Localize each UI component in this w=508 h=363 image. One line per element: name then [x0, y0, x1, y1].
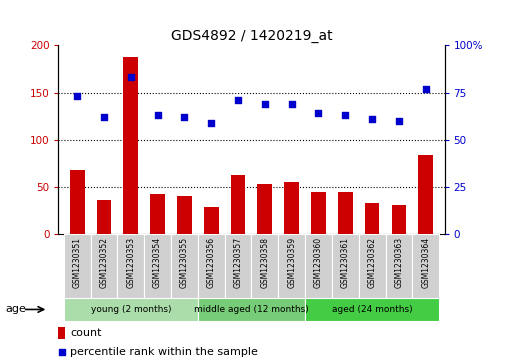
Bar — [64, 298, 198, 321]
Point — [395, 118, 403, 124]
Bar — [198, 234, 225, 298]
Text: GSM1230362: GSM1230362 — [368, 237, 376, 288]
Text: count: count — [70, 328, 102, 338]
Bar — [392, 205, 406, 234]
Text: GSM1230360: GSM1230360 — [314, 237, 323, 289]
Text: GSM1230354: GSM1230354 — [153, 237, 162, 289]
Bar — [144, 234, 171, 298]
Bar — [284, 182, 299, 234]
Point — [207, 120, 215, 126]
Text: GSM1230359: GSM1230359 — [287, 237, 296, 289]
Point — [279, 272, 287, 278]
Text: young (2 months): young (2 months) — [90, 305, 171, 314]
Bar — [365, 203, 379, 234]
Bar — [359, 234, 386, 298]
Bar — [90, 234, 117, 298]
Bar — [177, 196, 192, 234]
Point — [100, 114, 108, 120]
Bar — [123, 57, 138, 234]
Point — [180, 114, 188, 120]
Point — [368, 116, 376, 122]
Bar — [70, 170, 84, 234]
Bar — [225, 234, 251, 298]
Bar — [386, 234, 412, 298]
Point — [261, 101, 269, 107]
Bar — [117, 234, 144, 298]
Bar — [305, 234, 332, 298]
Text: age: age — [5, 305, 26, 314]
Bar — [258, 184, 272, 234]
Point — [234, 97, 242, 103]
Bar — [204, 207, 218, 234]
Point — [153, 112, 162, 118]
Text: GSM1230355: GSM1230355 — [180, 237, 189, 289]
Text: GSM1230357: GSM1230357 — [234, 237, 242, 289]
Text: aged (24 months): aged (24 months) — [332, 305, 412, 314]
Text: GSM1230351: GSM1230351 — [73, 237, 82, 288]
Bar — [251, 234, 278, 298]
Point — [422, 86, 430, 92]
Point — [314, 110, 323, 116]
Bar — [198, 298, 305, 321]
Text: GSM1230356: GSM1230356 — [207, 237, 216, 289]
Text: GSM1230352: GSM1230352 — [100, 237, 109, 288]
Bar — [311, 192, 326, 234]
Text: percentile rank within the sample: percentile rank within the sample — [70, 347, 258, 357]
Bar — [231, 175, 245, 234]
Bar — [97, 200, 111, 234]
Bar — [64, 234, 90, 298]
Bar — [332, 234, 359, 298]
Text: GSM1230361: GSM1230361 — [341, 237, 350, 288]
Text: middle aged (12 months): middle aged (12 months) — [194, 305, 309, 314]
Bar — [171, 234, 198, 298]
Text: GSM1230363: GSM1230363 — [394, 237, 403, 289]
Title: GDS4892 / 1420219_at: GDS4892 / 1420219_at — [171, 29, 332, 43]
Point — [288, 101, 296, 107]
Text: GSM1230364: GSM1230364 — [421, 237, 430, 289]
Point — [73, 93, 81, 99]
Text: GSM1230358: GSM1230358 — [261, 237, 269, 288]
Point — [127, 74, 135, 80]
Bar — [419, 155, 433, 234]
Text: GSM1230353: GSM1230353 — [126, 237, 135, 289]
Bar — [150, 195, 165, 234]
Bar — [58, 327, 66, 339]
Bar — [278, 234, 305, 298]
Bar — [338, 192, 353, 234]
Bar — [412, 234, 439, 298]
Bar — [305, 298, 439, 321]
Point — [341, 112, 350, 118]
